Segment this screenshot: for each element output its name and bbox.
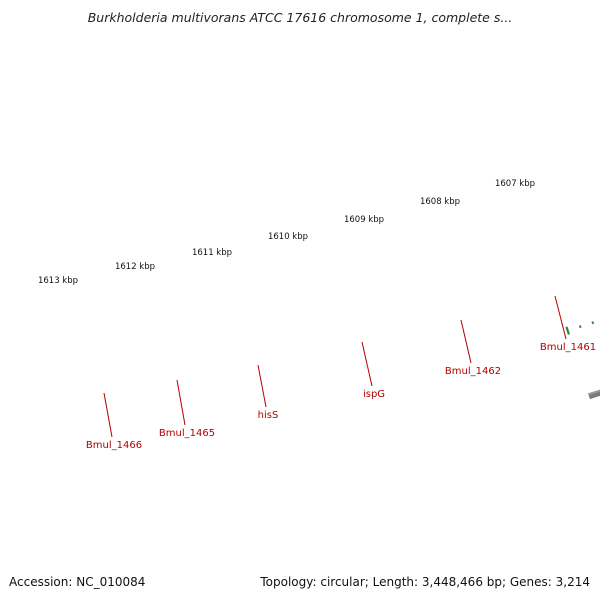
- gene-labels: Bmul_1466 Bmul_1465 hisS ispG Bmul_1462 …: [86, 342, 596, 451]
- label-leader-lines: [103, 295, 567, 438]
- leader-line-3: [257, 364, 267, 408]
- map-title: Burkholderia multivorans ATCC 17616 chro…: [87, 10, 513, 25]
- backbone-arc: [588, 389, 600, 400]
- gene-label-bmul-1465[interactable]: Bmul_1465: [159, 428, 215, 439]
- scale-label-1611: 1611 kbp: [192, 248, 232, 258]
- leader-line-6: [554, 295, 567, 340]
- genome-stats-text: Topology: circular; Length: 3,448,466 bp…: [260, 575, 590, 589]
- scale-label-1613: 1613 kbp: [38, 276, 78, 286]
- scale-label-1608: 1608 kbp: [420, 197, 460, 207]
- leader-line-2: [176, 379, 186, 426]
- scale-label-1610: 1610 kbp: [268, 232, 308, 242]
- leader-line-1: [103, 392, 113, 438]
- gene-label-ispg[interactable]: ispG: [363, 389, 385, 400]
- gene-label-bmul-1461[interactable]: Bmul_1461: [540, 342, 596, 353]
- major-tick: [565, 326, 570, 335]
- gene-label-bmul-1466[interactable]: Bmul_1466: [86, 440, 142, 451]
- gene-label-bmul-1462[interactable]: Bmul_1462: [445, 366, 501, 377]
- gene-label-hiss[interactable]: hisS: [258, 410, 279, 421]
- chromosome-backbone: [588, 389, 600, 400]
- leader-line-4: [361, 341, 373, 387]
- scale-label-1609: 1609 kbp: [344, 215, 384, 225]
- minor-tick: [591, 321, 595, 325]
- outer-tick-ring: [565, 321, 595, 335]
- scale-labels: 1613 kbp 1612 kbp 1611 kbp 1610 kbp 1609…: [38, 179, 535, 286]
- accession-text: Accession: NC_010084: [9, 575, 146, 589]
- leader-line-5: [460, 319, 472, 364]
- backbone-highlight: [588, 389, 600, 396]
- minor-tick: [578, 325, 582, 329]
- scale-label-1612: 1612 kbp: [115, 262, 155, 272]
- scale-label-1607: 1607 kbp: [495, 179, 535, 189]
